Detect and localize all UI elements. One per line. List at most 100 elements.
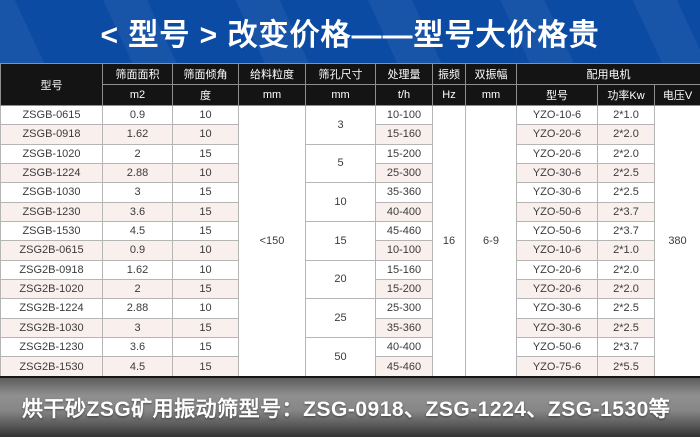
cell-amplitude: 6-9 — [465, 105, 517, 378]
cell-model: ZSGB-1230 — [0, 201, 103, 222]
cell-capacity: 10-100 — [375, 240, 433, 261]
cell-model: ZSGB-1030 — [0, 182, 103, 203]
cell-motor-power: 2*2.5 — [597, 162, 655, 184]
col-header-hole: 筛孔尺寸 — [305, 63, 376, 85]
cell-model: ZSGB-1020 — [0, 143, 103, 164]
table-row: ZSG2B-1224 2.88 10 25 25-300 YZO-30-6 2*… — [0, 298, 700, 338]
cell-angle: 15 — [172, 182, 239, 203]
banner-title: < 型号 > 改变价格——型号大价格贵 — [100, 18, 600, 52]
cell-hole-size: 5 — [305, 143, 376, 184]
col-header-angle: 筛面倾角 — [172, 63, 239, 85]
cell-motor-model: YZO-50-6 — [516, 336, 598, 358]
cell-motor-power: 2*5.5 — [597, 356, 655, 378]
cell-model: ZSG2B-1224 — [0, 298, 103, 319]
col-unit-capacity: t/h — [375, 84, 433, 106]
col-header-model: 型号 — [0, 63, 103, 106]
cell-motor-model: YZO-30-6 — [516, 162, 598, 184]
cell-capacity: 15-160 — [375, 124, 433, 145]
header-row-units: m2 度 mm mm t/h Hz mm 型号 功率Kw 电压V — [1, 84, 700, 106]
col-header-capacity: 处理量 — [375, 63, 433, 85]
cell-motor-power: 2*2.5 — [597, 298, 655, 319]
cell-capacity: 10-100 — [375, 104, 433, 126]
cell-hole-size: 25 — [305, 298, 376, 338]
cell-motor-model: YZO-30-6 — [516, 298, 598, 319]
col-header-area: 筛面面积 — [102, 63, 173, 85]
cell-motor-power: 2*2.5 — [597, 182, 655, 203]
cell-motor-power: 2*1.0 — [597, 104, 655, 126]
cell-frequency: 16 — [432, 105, 466, 378]
cell-area: 3 — [102, 317, 173, 338]
cell-angle: 10 — [172, 240, 239, 261]
cell-area: 1.62 — [102, 124, 173, 145]
cell-capacity: 45-460 — [375, 220, 433, 242]
col-header-feed: 给料粒度 — [238, 63, 306, 85]
col-header-motor-group: 配用电机 — [516, 63, 700, 85]
cell-area: 0.9 — [102, 104, 173, 126]
cell-hole-size: 50 — [305, 336, 376, 378]
cell-motor-model: YZO-50-6 — [516, 201, 598, 222]
cell-area: 2 — [102, 143, 173, 164]
footer-bar: 烘干砂ZSG矿用振动筛型号：ZSG-0918、ZSG-1224、ZSG-1530… — [0, 378, 700, 437]
cell-motor-model: YZO-20-6 — [516, 278, 598, 300]
cell-model: ZSGB-0615 — [0, 104, 103, 126]
table-row: ZSGB-0615 0.9 10 <150 3 10-100 16 6-9 YZ… — [0, 104, 700, 378]
cell-motor-model: YZO-20-6 — [516, 259, 598, 280]
col-unit-angle: 度 — [172, 84, 239, 106]
cell-motor-model: YZO-75-6 — [516, 356, 598, 378]
col-header-motor-power: 功率Kw — [597, 84, 655, 106]
col-header-motor-voltage: 电压V — [654, 84, 700, 106]
cell-capacity: 15-160 — [375, 259, 433, 280]
cell-capacity: 35-360 — [375, 182, 433, 203]
cell-model: ZSGB-0918 — [0, 124, 103, 145]
cell-area: 2.88 — [102, 298, 173, 319]
cell-motor-power: 2*1.0 — [597, 240, 655, 261]
table-row: ZSG2B-1020 2 15 15-200 YZO-20-6 2*2.0 — [0, 278, 700, 300]
table-body: ZSGB-0615 0.9 10 <150 3 10-100 16 6-9 YZ… — [0, 104, 700, 378]
cell-capacity: 40-400 — [375, 201, 433, 222]
table-row: ZSGB-1020 2 15 5 15-200 YZO-20-6 2*2.0 — [0, 143, 700, 184]
spec-table: 型号 筛面面积 筛面倾角 给料粒度 筛孔尺寸 处理量 振频 双振幅 配用电机 m… — [0, 63, 700, 378]
col-unit-hole: mm — [305, 84, 376, 106]
cell-area: 4.5 — [102, 220, 173, 242]
cell-model: ZSG2B-1230 — [0, 336, 103, 358]
cell-motor-model: YZO-30-6 — [516, 317, 598, 338]
cell-hole-size: 15 — [305, 220, 376, 261]
cell-angle: 15 — [172, 317, 239, 338]
cell-motor-model: YZO-20-6 — [516, 124, 598, 145]
cell-area: 4.5 — [102, 356, 173, 378]
col-header-amp: 双振幅 — [465, 63, 517, 85]
table-row: ZSGB-1230 3.6 15 40-400 YZO-50-6 2*3.7 — [0, 201, 700, 222]
col-header-motor-model: 型号 — [516, 84, 598, 106]
cell-motor-model: YZO-20-6 — [516, 143, 598, 164]
col-unit-freq: Hz — [432, 84, 466, 106]
cell-motor-power: 2*2.0 — [597, 143, 655, 164]
cell-capacity: 45-460 — [375, 356, 433, 378]
cell-angle: 15 — [172, 220, 239, 242]
cell-area: 3.6 — [102, 201, 173, 222]
col-unit-feed: mm — [238, 84, 306, 106]
cell-angle: 10 — [172, 298, 239, 319]
table-header: 型号 筛面面积 筛面倾角 给料粒度 筛孔尺寸 处理量 振频 双振幅 配用电机 m… — [0, 63, 700, 106]
cell-voltage: 380 — [654, 105, 700, 378]
cell-motor-model: YZO-30-6 — [516, 182, 598, 203]
cell-model: ZSG2B-0918 — [0, 259, 103, 280]
cell-angle: 15 — [172, 143, 239, 164]
header-row-labels: 型号 筛面面积 筛面倾角 给料粒度 筛孔尺寸 处理量 振频 双振幅 配用电机 — [0, 63, 700, 106]
cell-angle: 15 — [172, 356, 239, 378]
cell-motor-power: 2*3.7 — [597, 201, 655, 222]
cell-angle: 15 — [172, 278, 239, 300]
table-row: ZSG2B-1530 4.5 15 45-460 YZO-75-6 2*5.5 — [0, 356, 700, 378]
cell-model: ZSG2B-1020 — [0, 278, 103, 300]
cell-area: 3 — [102, 182, 173, 203]
cell-capacity: 15-200 — [375, 278, 433, 300]
cell-hole-size: 3 — [305, 105, 376, 145]
cell-motor-power: 2*3.7 — [597, 336, 655, 358]
cell-angle: 15 — [172, 336, 239, 358]
table-row: ZSG2B-0918 1.62 10 20 15-160 YZO-20-6 2*… — [0, 259, 700, 300]
cell-capacity: 25-300 — [375, 162, 433, 184]
table-row: ZSG2B-1230 3.6 15 50 40-400 YZO-50-6 2*3… — [0, 336, 700, 378]
cell-area: 2 — [102, 278, 173, 300]
cell-capacity: 35-360 — [375, 317, 433, 338]
cell-angle: 10 — [172, 124, 239, 145]
cell-motor-power: 2*2.0 — [597, 124, 655, 145]
